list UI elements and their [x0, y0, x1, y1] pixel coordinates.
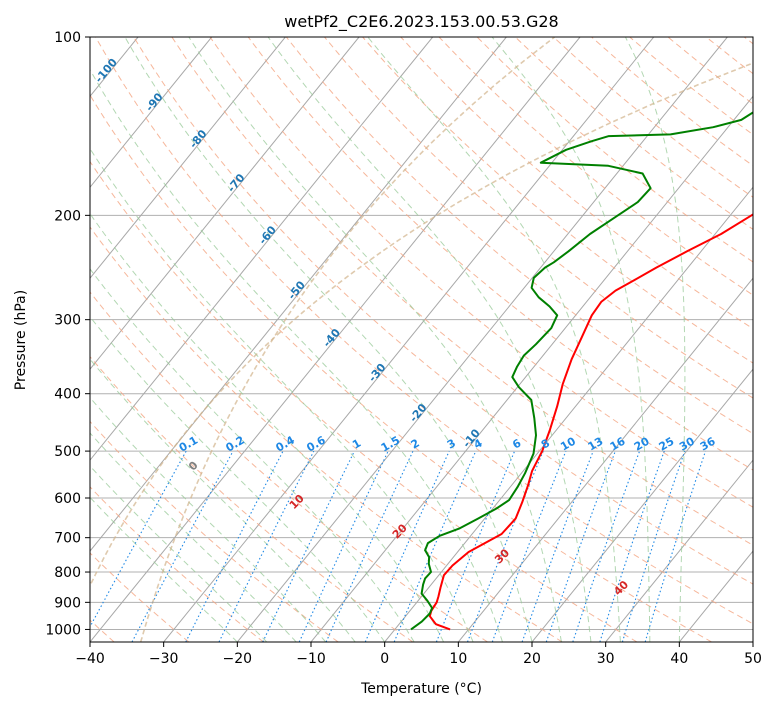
isotherm-line	[752, 641, 753, 642]
mixing-ratio-line	[621, 450, 686, 642]
chart-title: wetPf2_C2E6.2023.153.00.53.G28	[284, 12, 558, 32]
isotherm-line	[90, 37, 286, 280]
x-tick-label: −10	[296, 651, 326, 667]
x-tick-label: 10	[449, 651, 467, 667]
mixing-ratio-line	[435, 450, 516, 642]
dry-adiabat	[90, 355, 414, 642]
dry-adiabat	[247, 37, 753, 471]
moist-adiabat	[90, 68, 503, 642]
profile-lines	[410, 111, 753, 631]
mixing-ratio-line	[90, 450, 187, 629]
x-tick-label: 40	[670, 651, 688, 667]
moist-adiabat	[491, 37, 651, 642]
dry-adiabat	[95, 37, 753, 625]
mixing-ratio-line	[521, 450, 594, 642]
moist-adiabat	[267, 37, 592, 642]
mixing-ratio-line	[644, 450, 707, 642]
lcl-curve	[139, 37, 556, 642]
gridlines	[0, 37, 753, 642]
dry-adiabat	[90, 160, 638, 642]
y-tick-label: 500	[54, 444, 81, 460]
lcl-curve	[90, 62, 753, 588]
y-tick-label: 800	[54, 565, 81, 581]
isotherm-line	[90, 37, 213, 189]
x-axis-title: Temperature (°C)	[360, 681, 482, 697]
y-tick-label: 300	[54, 313, 81, 329]
x-tick-label: 20	[523, 651, 541, 667]
y-tick-label: 100	[54, 30, 81, 46]
isotherm-line	[90, 37, 360, 370]
mixing-ratio-line	[599, 450, 665, 642]
mixing-ratio-line	[572, 450, 641, 642]
dry-adiabat	[171, 37, 753, 546]
moist-adiabat	[90, 358, 356, 642]
x-tick-label: 50	[744, 651, 762, 667]
isotherm-line	[531, 368, 753, 642]
mixing-ratio-line	[364, 450, 450, 642]
isotherm-line	[605, 459, 753, 642]
mixing-ratio-line	[545, 450, 616, 642]
dry-adiabat	[133, 37, 753, 585]
dry-adiabat	[209, 37, 753, 508]
isotherm-line	[236, 37, 728, 642]
y-tick-label: 700	[54, 531, 81, 547]
x-tick-label: −40	[75, 651, 105, 667]
x-tick-label: −20	[223, 651, 253, 667]
moist-adiabat	[90, 315, 386, 642]
moist-adiabat	[188, 37, 562, 642]
y-tick-label: 200	[54, 208, 81, 224]
moist-adiabat	[90, 212, 445, 642]
y-tick-label: 400	[54, 387, 81, 403]
mixing-ratio-line	[131, 450, 234, 642]
moist-adiabat	[90, 496, 238, 642]
moist-adiabat	[90, 147, 474, 642]
axes: −40 −30 −20 −10 0 10 20 30 40 50 100 200 300 400 500 60…	[45, 30, 762, 667]
y-tick-label: 1000	[45, 622, 81, 638]
mixing-ratio-line	[491, 450, 567, 642]
dewpoint-line	[410, 111, 753, 631]
isotherm-line	[457, 277, 753, 642]
temperature-line	[428, 213, 753, 631]
moist-adiabat	[90, 268, 415, 642]
dry-adiabat	[90, 552, 190, 642]
dry-adiabat	[90, 226, 563, 642]
mixing-ratio-line	[393, 450, 477, 642]
isotherm-line	[90, 37, 507, 552]
x-tick-label: 0	[380, 651, 389, 667]
y-tick-label: 600	[54, 491, 81, 507]
isotherm-line	[384, 186, 753, 642]
dry-adiabat	[90, 420, 339, 642]
x-tick-label: 30	[597, 651, 615, 667]
mixing-ratio-line	[466, 450, 544, 642]
x-tick-label: −30	[149, 651, 179, 667]
mixing-ratio-line	[218, 450, 315, 642]
dry-adiabat	[438, 37, 753, 296]
mixing-ratio-line	[185, 450, 284, 642]
moist-adiabat	[367, 37, 621, 642]
moist-adiabat	[624, 37, 686, 642]
plot-background	[90, 37, 753, 642]
isotherm-line	[90, 37, 581, 642]
isotherm-line	[0, 37, 64, 642]
plot-frame	[89, 36, 754, 643]
dry-adiabat	[90, 291, 488, 642]
background-curves	[90, 37, 753, 642]
dry-adiabat	[90, 94, 712, 642]
isotherm-line	[163, 37, 655, 642]
y-tick-label: 900	[54, 595, 81, 611]
dry-adiabat	[400, 37, 753, 330]
moist-adiabat	[124, 37, 533, 642]
isotherm-line	[90, 37, 434, 461]
moist-adiabat	[90, 465, 268, 642]
y-axis-title: Pressure (hPa)	[13, 290, 29, 390]
